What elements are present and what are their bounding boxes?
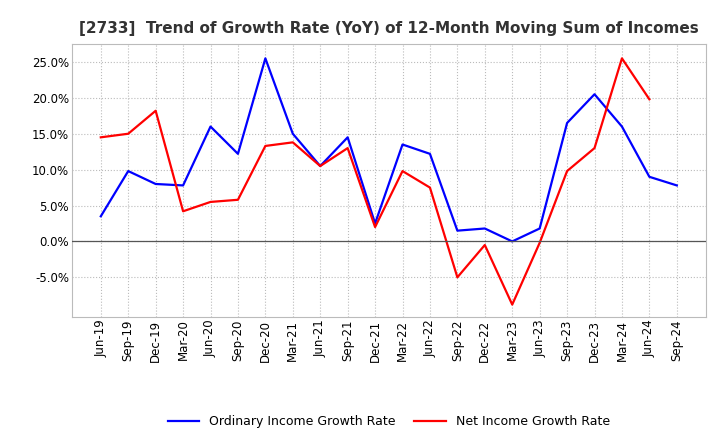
Ordinary Income Growth Rate xyxy=(316,163,325,169)
Ordinary Income Growth Rate xyxy=(261,56,270,61)
Title: [2733]  Trend of Growth Rate (YoY) of 12-Month Moving Sum of Incomes: [2733] Trend of Growth Rate (YoY) of 12-… xyxy=(79,21,698,36)
Ordinary Income Growth Rate xyxy=(96,214,105,219)
Net Income Growth Rate xyxy=(618,56,626,61)
Net Income Growth Rate xyxy=(289,140,297,145)
Ordinary Income Growth Rate xyxy=(124,169,132,174)
Ordinary Income Growth Rate xyxy=(508,239,516,244)
Ordinary Income Growth Rate xyxy=(233,151,242,157)
Legend: Ordinary Income Growth Rate, Net Income Growth Rate: Ordinary Income Growth Rate, Net Income … xyxy=(163,411,615,433)
Ordinary Income Growth Rate xyxy=(618,124,626,129)
Ordinary Income Growth Rate xyxy=(398,142,407,147)
Net Income Growth Rate xyxy=(426,185,434,190)
Net Income Growth Rate xyxy=(206,199,215,205)
Net Income Growth Rate xyxy=(233,197,242,202)
Ordinary Income Growth Rate xyxy=(672,183,681,188)
Ordinary Income Growth Rate xyxy=(343,135,352,140)
Line: Net Income Growth Rate: Net Income Growth Rate xyxy=(101,59,649,304)
Ordinary Income Growth Rate xyxy=(645,174,654,180)
Net Income Growth Rate xyxy=(480,242,489,248)
Net Income Growth Rate xyxy=(179,209,187,214)
Net Income Growth Rate xyxy=(343,146,352,151)
Ordinary Income Growth Rate xyxy=(590,92,599,97)
Net Income Growth Rate xyxy=(590,146,599,151)
Net Income Growth Rate xyxy=(563,169,572,174)
Ordinary Income Growth Rate xyxy=(536,226,544,231)
Net Income Growth Rate xyxy=(536,240,544,246)
Net Income Growth Rate xyxy=(96,135,105,140)
Ordinary Income Growth Rate xyxy=(563,120,572,125)
Net Income Growth Rate xyxy=(316,163,325,169)
Ordinary Income Growth Rate xyxy=(371,221,379,226)
Net Income Growth Rate xyxy=(508,302,516,307)
Net Income Growth Rate xyxy=(371,224,379,230)
Ordinary Income Growth Rate xyxy=(480,226,489,231)
Ordinary Income Growth Rate xyxy=(206,124,215,129)
Net Income Growth Rate xyxy=(453,275,462,280)
Ordinary Income Growth Rate xyxy=(289,131,297,136)
Ordinary Income Growth Rate xyxy=(426,151,434,157)
Net Income Growth Rate xyxy=(261,143,270,149)
Ordinary Income Growth Rate xyxy=(151,181,160,187)
Line: Ordinary Income Growth Rate: Ordinary Income Growth Rate xyxy=(101,59,677,242)
Ordinary Income Growth Rate xyxy=(453,228,462,233)
Net Income Growth Rate xyxy=(151,108,160,114)
Net Income Growth Rate xyxy=(124,131,132,136)
Ordinary Income Growth Rate xyxy=(179,183,187,188)
Net Income Growth Rate xyxy=(398,169,407,174)
Net Income Growth Rate xyxy=(645,97,654,102)
